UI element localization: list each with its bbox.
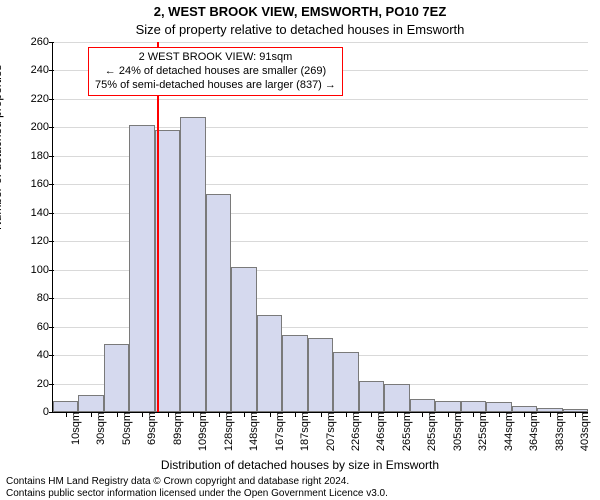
x-tick-label: 344sqm bbox=[499, 412, 515, 451]
x-tick-label: 109sqm bbox=[193, 412, 209, 451]
histogram-bar bbox=[53, 401, 78, 412]
y-tick-label: 160 bbox=[19, 178, 53, 190]
y-tick-label: 240 bbox=[19, 64, 53, 76]
y-tick-label: 40 bbox=[19, 349, 53, 361]
y-tick-label: 0 bbox=[19, 406, 53, 418]
histogram-bar bbox=[231, 267, 256, 412]
x-tick-label: 226sqm bbox=[346, 412, 362, 451]
annotation-line1: 2 WEST BROOK VIEW: 91sqm bbox=[95, 51, 336, 65]
y-tick-label: 200 bbox=[19, 121, 53, 133]
x-tick-label: 383sqm bbox=[550, 412, 566, 451]
gridline bbox=[53, 99, 588, 100]
y-tick-label: 220 bbox=[19, 93, 53, 105]
x-axis-label: Distribution of detached houses by size … bbox=[0, 458, 600, 472]
histogram-bar bbox=[410, 399, 435, 412]
histogram-bar bbox=[282, 335, 307, 412]
histogram-bar bbox=[104, 344, 129, 412]
x-tick-label: 305sqm bbox=[448, 412, 464, 451]
x-tick-label: 69sqm bbox=[142, 412, 158, 445]
x-tick-label: 10sqm bbox=[66, 412, 82, 445]
x-tick-label: 187sqm bbox=[295, 412, 311, 451]
x-tick-label: 403sqm bbox=[575, 412, 591, 451]
x-tick-label: 89sqm bbox=[168, 412, 184, 445]
x-tick-label: 50sqm bbox=[117, 412, 133, 445]
histogram-bar bbox=[308, 338, 333, 412]
gridline bbox=[53, 42, 588, 43]
histogram-bar bbox=[359, 381, 384, 412]
x-tick-label: 148sqm bbox=[244, 412, 260, 451]
histogram-bar bbox=[78, 395, 103, 412]
x-tick-label: 246sqm bbox=[371, 412, 387, 451]
y-tick-label: 100 bbox=[19, 264, 53, 276]
histogram-bar bbox=[384, 384, 409, 412]
histogram-bar bbox=[461, 401, 486, 412]
plot-area: 02040608010012014016018020022024026010sq… bbox=[52, 42, 588, 413]
y-tick-label: 260 bbox=[19, 36, 53, 48]
y-tick-label: 180 bbox=[19, 150, 53, 162]
footnote-line1: Contains HM Land Registry data © Crown c… bbox=[6, 476, 596, 488]
y-tick-label: 60 bbox=[19, 321, 53, 333]
annotation-line2: ← 24% of detached houses are smaller (26… bbox=[95, 65, 336, 79]
footnote: Contains HM Land Registry data © Crown c… bbox=[6, 476, 596, 500]
histogram-bar bbox=[129, 125, 154, 412]
y-axis-label: Number of detached properties bbox=[0, 65, 4, 230]
histogram-bar bbox=[435, 401, 460, 412]
y-tick-label: 120 bbox=[19, 235, 53, 247]
histogram-bar bbox=[206, 194, 231, 412]
annotation-line3: 75% of semi-detached houses are larger (… bbox=[95, 79, 336, 93]
x-tick-label: 265sqm bbox=[397, 412, 413, 451]
x-tick-label: 30sqm bbox=[91, 412, 107, 445]
x-tick-label: 167sqm bbox=[270, 412, 286, 451]
x-tick-label: 325sqm bbox=[473, 412, 489, 451]
histogram-bar bbox=[333, 352, 358, 412]
annotation-box: 2 WEST BROOK VIEW: 91sqm ← 24% of detach… bbox=[88, 47, 343, 96]
footnote-line2: Contains public sector information licen… bbox=[6, 488, 596, 500]
x-tick-label: 207sqm bbox=[321, 412, 337, 451]
subject-property-marker bbox=[157, 42, 159, 412]
y-tick-label: 80 bbox=[19, 292, 53, 304]
x-tick-label: 285sqm bbox=[422, 412, 438, 451]
chart-title-line2: Size of property relative to detached ho… bbox=[0, 22, 600, 37]
histogram-bar bbox=[257, 315, 282, 412]
histogram-bar bbox=[180, 117, 205, 412]
chart-title-line1: 2, WEST BROOK VIEW, EMSWORTH, PO10 7EZ bbox=[0, 4, 600, 19]
x-tick-label: 128sqm bbox=[219, 412, 235, 451]
x-tick-label: 364sqm bbox=[524, 412, 540, 451]
histogram-bar bbox=[486, 402, 511, 412]
y-tick-label: 140 bbox=[19, 207, 53, 219]
y-tick-label: 20 bbox=[19, 378, 53, 390]
